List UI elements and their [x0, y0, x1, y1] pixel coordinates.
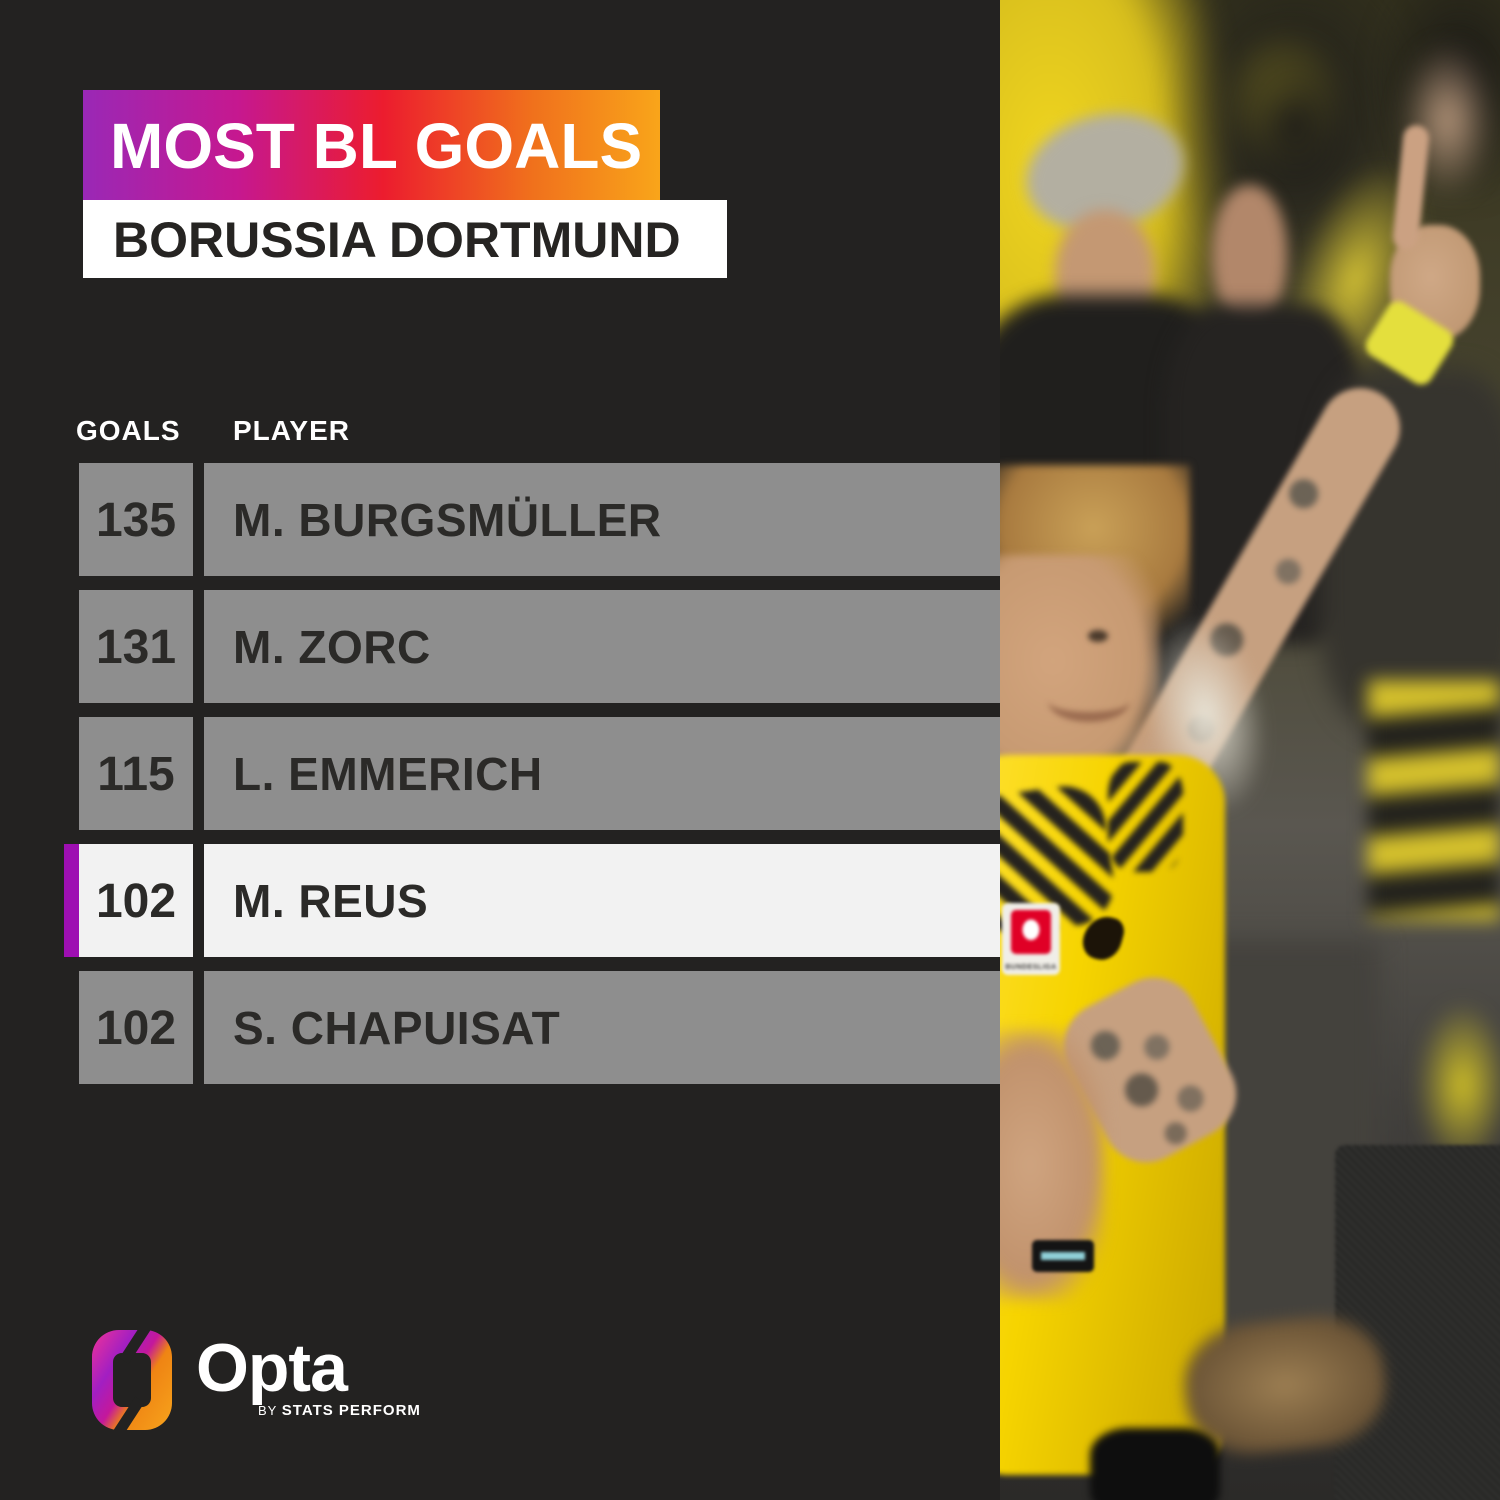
highlight-accent-bar: [64, 844, 79, 957]
goals-cell: 115: [79, 717, 193, 830]
table-row-highlighted: 102 M. REUS: [0, 844, 1000, 957]
player-cell: S. CHAPUISAT: [204, 971, 1000, 1084]
table-row: 115 L. EMMERICH: [0, 717, 1000, 830]
stand-dark-panel: [1335, 1145, 1500, 1500]
goals-cell: 135: [79, 463, 193, 576]
opta-byline: BY STATS PERFORM: [258, 1402, 421, 1420]
opta-wordmark: Opta: [196, 1330, 348, 1406]
table-row: 131 M. ZORC: [0, 590, 1000, 703]
player-eye: [1088, 630, 1108, 642]
byline-by: BY: [258, 1403, 278, 1418]
hem-tag-stripe: [1041, 1252, 1085, 1260]
crowd-face: [1212, 185, 1287, 325]
stand-yellow-black-band: [1368, 680, 1500, 920]
table-row: 102 S. CHAPUISAT: [0, 971, 1000, 1084]
player-cell: M. REUS: [204, 844, 1000, 957]
background-yellow-blob: [1415, 1000, 1500, 1170]
opta-logo-icon: [92, 1330, 172, 1430]
title-banner: MOST BL GOALS: [83, 90, 660, 200]
byline-name: STATS PERFORM: [281, 1402, 421, 1419]
player-cell: M. BURGSMÜLLER: [204, 463, 1000, 576]
bundesliga-patch-label: BUNDESLIGA: [1005, 964, 1057, 971]
player-smile: [1048, 680, 1130, 722]
player-cell: M. ZORC: [204, 590, 1000, 703]
table-row: 135 M. BURGSMÜLLER: [0, 463, 1000, 576]
player-shorts: [1090, 1428, 1220, 1500]
player-cell: L. EMMERICH: [204, 717, 1000, 830]
player-photo: BUNDESLIGA: [1000, 0, 1500, 1500]
bundesliga-patch: BUNDESLIGA: [1002, 903, 1060, 975]
goals-cell: 131: [79, 590, 193, 703]
subtitle-banner: BORUSSIA DORTMUND: [83, 200, 727, 278]
goals-cell: 102: [79, 971, 193, 1084]
goals-cell: 102: [64, 844, 193, 957]
player-face: [1000, 555, 1160, 790]
column-header-goals: GOALS: [76, 415, 181, 446]
page-title: MOST BL GOALS: [110, 110, 643, 182]
jersey-hem-tag: [1032, 1240, 1094, 1272]
page-subtitle: BORUSSIA DORTMUND: [113, 212, 681, 268]
column-header-player: PLAYER: [233, 415, 351, 446]
bundesliga-patch-figure: [1011, 910, 1051, 954]
jersey-shoulder-stripes-right: [1108, 762, 1183, 872]
